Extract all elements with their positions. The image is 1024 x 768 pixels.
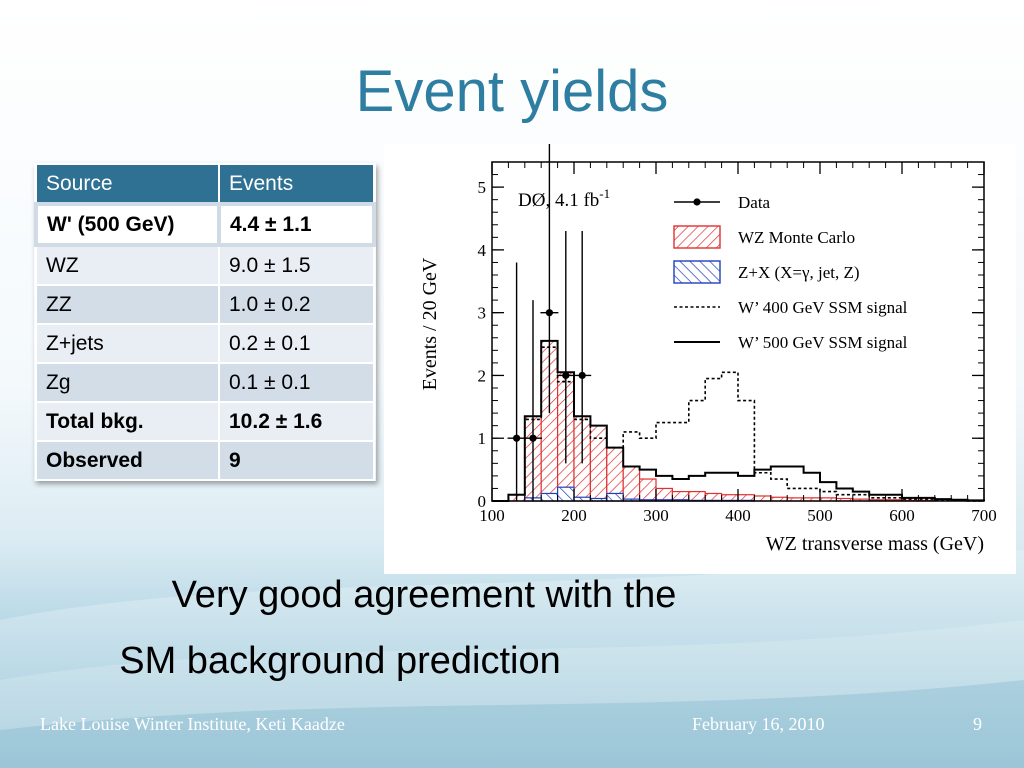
chart-panel: 100 200 300 400 500 600 700 0 1 2 3 4 5 DØ, 4.1 fb-1… xyxy=(384,143,1016,574)
y-tick-label: 1 xyxy=(478,429,487,448)
row-events: 0.1 ± 0.1 xyxy=(218,362,375,403)
slide-title: Event yields xyxy=(355,59,669,124)
data-point xyxy=(529,434,537,442)
table-row: Total bkg. 10.2 ± 1.6 xyxy=(35,401,375,442)
row-source: Zg xyxy=(35,362,220,403)
wz-bar xyxy=(589,425,608,502)
row-events: 9 xyxy=(218,440,375,481)
table-row: ZZ 1.0 ± 0.2 xyxy=(35,284,375,325)
row-events: 9.0 ± 1.5 xyxy=(218,244,375,286)
table-row: Z+jets 0.2 ± 0.1 xyxy=(35,323,375,364)
x-tick-label: 300 xyxy=(643,506,669,525)
row-events: 0.2 ± 0.1 xyxy=(218,323,375,364)
row-events: 4.4 ± 1.1 xyxy=(217,202,376,247)
row-source: W' (500 GeV) xyxy=(34,202,221,247)
row-events: 10.2 ± 1.6 xyxy=(218,401,375,442)
table-row: WZ 9.0 ± 1.5 xyxy=(35,244,375,286)
legend-entry: Z+X (X=γ, jet, Z) xyxy=(738,263,860,282)
yields-table: Source Events W' (500 GeV) 4.4 ± 1.1 WZ … xyxy=(34,163,376,481)
table-header-row: Source Events xyxy=(35,163,375,205)
legend-entry: WZ Monte Carlo xyxy=(738,228,855,247)
row-source: Observed xyxy=(35,440,220,481)
data-point xyxy=(562,371,570,380)
zx-bar xyxy=(557,486,575,502)
header-source: Source xyxy=(35,163,220,205)
wz-bar xyxy=(753,495,772,502)
page-number: 9 xyxy=(973,714,982,734)
legend-entry: W’ 500 GeV SSM signal xyxy=(738,333,908,352)
data-point xyxy=(578,371,586,380)
wz-bar xyxy=(655,487,673,502)
data-point xyxy=(513,434,521,442)
table-row: W' (500 GeV) 4.4 ± 1.1 xyxy=(34,202,376,247)
header-events: Events xyxy=(218,163,375,205)
data-point xyxy=(545,309,553,317)
y-tick-label: 4 xyxy=(478,241,487,260)
x-axis-label: WZ transverse mass (GeV) xyxy=(766,533,984,555)
x-tick-label: 100 xyxy=(479,506,505,525)
row-source: ZZ xyxy=(35,284,220,325)
wz-bar xyxy=(688,490,706,502)
background-waves xyxy=(0,550,1024,768)
mass-histogram: 100 200 300 400 500 600 700 0 1 2 3 4 5 DØ, 4.1 fb-1… xyxy=(419,143,997,555)
footer-date: February 16, 2010 xyxy=(692,714,825,734)
y-tick-label: 0 xyxy=(478,492,487,511)
caption-line-2: SM background prediction xyxy=(119,640,561,682)
footer-author: Lake Louise Winter Institute, Keti Kaadz… xyxy=(40,714,345,734)
y-tick-label: 5 xyxy=(478,178,487,197)
x-tick-label: 400 xyxy=(725,506,751,525)
legend-entry: W’ 400 GeV SSM signal xyxy=(738,298,908,317)
x-tick-label: 700 xyxy=(971,506,997,525)
wz-bar xyxy=(622,465,641,502)
y-tick-label: 3 xyxy=(478,304,487,323)
wz-bar xyxy=(639,478,657,502)
legend-swatch-data-point xyxy=(693,198,701,206)
zx-bar xyxy=(540,492,559,502)
experiment-label: DØ, 4.1 fb-1 xyxy=(518,186,610,211)
y-tick-label: 2 xyxy=(478,366,487,385)
x-tick-label: 500 xyxy=(807,506,833,525)
legend-entry: Data xyxy=(738,193,771,212)
zx-bar xyxy=(606,492,624,502)
caption-line-1: Very good agreement with the xyxy=(171,574,677,616)
x-tick-label: 200 xyxy=(561,506,587,525)
legend-swatch-hatched-blue xyxy=(673,260,721,284)
row-source: WZ xyxy=(35,244,220,286)
row-source: Z+jets xyxy=(35,323,220,364)
x-tick-label: 600 xyxy=(889,506,915,525)
table-row: Observed 9 xyxy=(35,440,375,481)
legend-swatch-hatched-red xyxy=(673,225,721,249)
y-axis-label: Events / 20 GeV xyxy=(419,257,441,390)
table-row: Zg 0.1 ± 0.1 xyxy=(35,362,375,403)
row-events: 1.0 ± 0.2 xyxy=(218,284,375,325)
row-source: Total bkg. xyxy=(35,401,220,442)
